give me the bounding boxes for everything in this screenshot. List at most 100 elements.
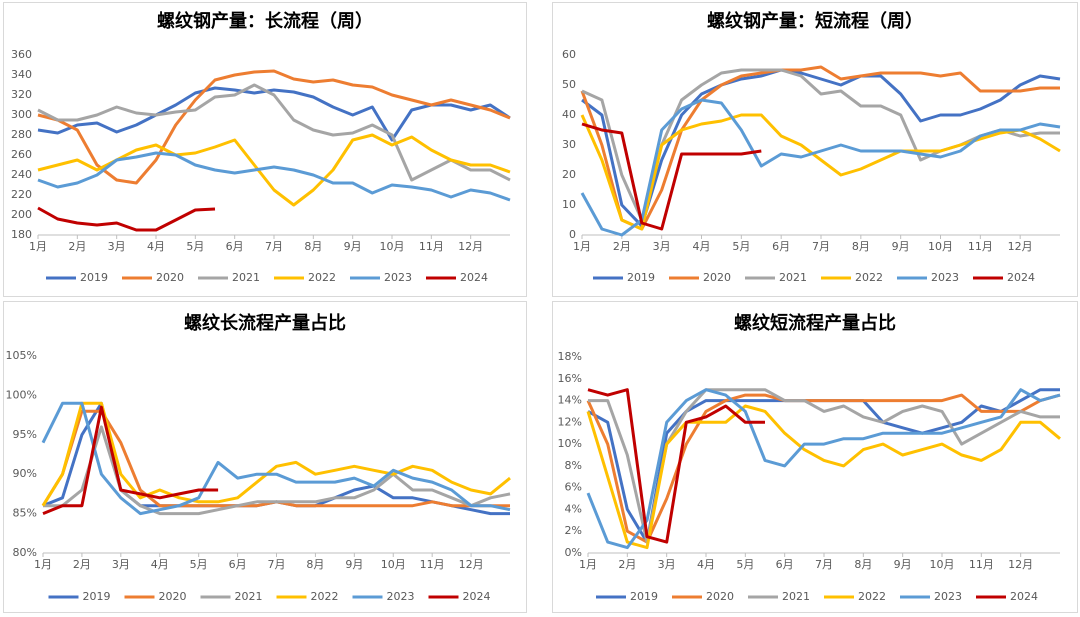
x-tick-label: 6月: [776, 558, 794, 571]
x-tick-label: 9月: [345, 558, 363, 571]
x-tick-label: 3月: [653, 240, 671, 253]
y-tick-label: 95%: [13, 428, 37, 441]
y-tick-label: 240: [11, 168, 32, 181]
series-line: [580, 65, 1060, 231]
y-tick-label: 50: [562, 78, 576, 91]
y-tick-label: 6%: [565, 481, 582, 494]
legend-label: 2020: [706, 590, 734, 603]
legend-label: 2022: [855, 271, 883, 284]
legend-label: 2019: [627, 271, 655, 284]
legend-label: 2023: [931, 271, 959, 284]
y-tick-label: 20: [562, 168, 576, 181]
y-tick-label: 280: [11, 128, 32, 141]
y-tick-label: 100%: [6, 388, 37, 401]
x-tick-label: 10月: [380, 240, 405, 253]
x-tick-label: 9月: [894, 558, 912, 571]
y-tick-label: 320: [11, 88, 32, 101]
x-tick-label: 11月: [420, 558, 445, 571]
y-tick-label: 10: [562, 198, 576, 211]
series-line: [37, 206, 216, 232]
series-line: [41, 401, 511, 516]
legend-label: 2023: [934, 590, 962, 603]
x-tick-label: 5月: [186, 240, 204, 253]
legend-label: 2024: [1007, 271, 1035, 284]
legend-label: 2020: [703, 271, 731, 284]
legend-label: 2019: [83, 590, 111, 603]
x-tick-label: 12月: [458, 240, 483, 253]
series-line: [587, 388, 765, 544]
x-tick-label: 5月: [190, 558, 208, 571]
x-tick-label: 11月: [969, 558, 994, 571]
x-tick-label: 2月: [613, 240, 631, 253]
x-tick-label: 5月: [736, 558, 754, 571]
legend-label: 2020: [159, 590, 187, 603]
x-tick-label: 7月: [265, 240, 283, 253]
y-tick-label: 340: [11, 68, 32, 81]
legend-label: 2024: [460, 271, 488, 284]
legend-label: 2024: [1010, 590, 1038, 603]
legend-label: 2021: [782, 590, 810, 603]
y-tick-label: 16%: [558, 372, 582, 385]
x-tick-label: 1月: [29, 240, 47, 253]
legend-label: 2021: [232, 271, 260, 284]
x-tick-label: 12月: [1008, 240, 1033, 253]
y-tick-label: 260: [11, 148, 32, 161]
y-tick-label: 80%: [13, 546, 37, 559]
x-tick-label: 11月: [968, 240, 993, 253]
legend-label: 2022: [858, 590, 886, 603]
series-line: [586, 404, 1061, 550]
x-tick-label: 2月: [618, 558, 636, 571]
x-tick-label: 3月: [108, 240, 126, 253]
chart-title: 螺纹钢产量：长流程（周）: [157, 10, 373, 32]
x-tick-label: 9月: [892, 240, 910, 253]
y-tick-label: 200: [11, 208, 32, 221]
series-line: [581, 68, 1061, 228]
chart-title: 螺纹长流程产量占比: [184, 312, 346, 334]
x-tick-label: 8月: [854, 558, 872, 571]
x-tick-label: 7月: [268, 558, 286, 571]
x-tick-label: 10月: [928, 240, 953, 253]
panel: [3, 2, 527, 297]
legend-label: 2019: [80, 271, 108, 284]
y-tick-label: 105%: [6, 349, 37, 362]
x-tick-label: 11月: [419, 240, 444, 253]
series-line: [580, 113, 1061, 231]
y-tick-label: 0%: [565, 546, 582, 559]
y-tick-label: 90%: [13, 467, 37, 480]
y-tick-label: 30: [562, 138, 576, 151]
y-tick-label: 300: [11, 108, 32, 121]
legend-label: 2020: [156, 271, 184, 284]
x-tick-label: 10月: [381, 558, 406, 571]
x-tick-label: 4月: [147, 240, 165, 253]
x-tick-label: 6月: [772, 240, 790, 253]
x-tick-label: 8月: [306, 558, 324, 571]
series-line: [586, 388, 1061, 550]
y-tick-label: 85%: [13, 507, 37, 520]
legend-label: 2022: [311, 590, 339, 603]
x-tick-label: 6月: [229, 558, 247, 571]
x-tick-label: 12月: [459, 558, 484, 571]
x-tick-label: 8月: [304, 240, 322, 253]
y-tick-label: 180: [11, 228, 32, 241]
y-tick-label: 8%: [565, 459, 582, 472]
x-tick-label: 8月: [852, 240, 870, 253]
x-tick-label: 1月: [34, 558, 52, 571]
x-tick-label: 7月: [815, 558, 833, 571]
panel: [552, 2, 1078, 297]
x-tick-label: 2月: [73, 558, 91, 571]
y-tick-label: 12%: [558, 415, 582, 428]
series-line: [586, 393, 1061, 544]
legend-label: 2021: [235, 590, 263, 603]
y-tick-label: 40: [562, 108, 576, 121]
y-tick-label: 360: [11, 48, 32, 61]
y-tick-label: 10%: [558, 437, 582, 450]
legend-label: 2024: [463, 590, 491, 603]
y-tick-label: 4%: [565, 502, 582, 515]
y-tick-label: 14%: [558, 394, 582, 407]
x-tick-label: 2月: [68, 240, 86, 253]
series-line: [37, 69, 511, 185]
y-tick-label: 18%: [558, 350, 582, 363]
y-tick-label: 0: [569, 228, 576, 241]
x-tick-label: 5月: [732, 240, 750, 253]
